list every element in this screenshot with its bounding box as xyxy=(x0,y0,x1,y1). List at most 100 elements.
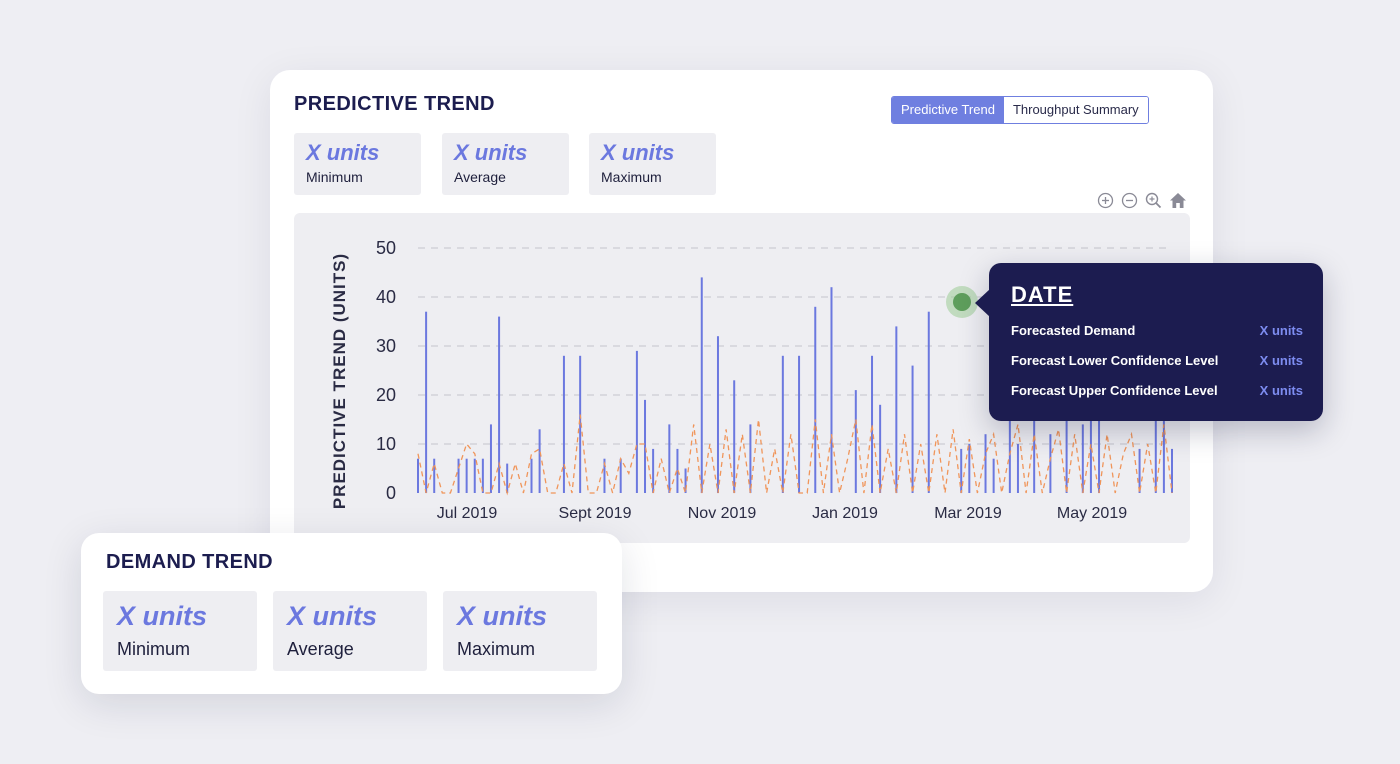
demand-stat-maximum: X units Maximum xyxy=(443,591,597,671)
chart-bar xyxy=(425,311,428,493)
stat-label: Average xyxy=(287,639,354,659)
chart-bar xyxy=(1065,414,1068,493)
stat-value: X units xyxy=(454,140,528,165)
chart-bar xyxy=(733,380,736,493)
chart-bar xyxy=(457,458,460,493)
tooltip-row-value: X units xyxy=(1259,383,1303,398)
chart-bar xyxy=(635,350,638,493)
hover-point-core xyxy=(953,293,971,311)
chart-bar xyxy=(562,355,565,493)
chart-bar xyxy=(489,424,492,493)
chart-bar xyxy=(911,365,914,493)
tab-predictive-trend[interactable]: Predictive Trend xyxy=(892,97,1004,123)
tooltip-row-value: X units xyxy=(1259,353,1303,368)
stat-label: Average xyxy=(454,169,506,185)
x-tick-label: Sept 2019 xyxy=(559,505,632,522)
chart-bar xyxy=(716,336,719,493)
chart-bar xyxy=(1049,434,1052,493)
chart-toolbar xyxy=(1096,191,1187,210)
y-tick-label: 20 xyxy=(376,385,396,405)
chart-bar xyxy=(652,448,655,493)
chart-bar xyxy=(498,316,501,493)
y-tick-label: 30 xyxy=(376,336,396,356)
chart-bar xyxy=(465,458,468,493)
demand-stat-average: X units Average xyxy=(273,591,427,671)
hover-point-marker[interactable] xyxy=(946,286,978,318)
tooltip-row-lower-confidence: Forecast Lower Confidence Level X units xyxy=(1011,353,1303,368)
chart-bar xyxy=(676,448,679,493)
tooltip-row-upper-confidence: Forecast Upper Confidence Level X units xyxy=(1011,383,1303,398)
chart-bar xyxy=(700,277,703,493)
y-tick-label: 0 xyxy=(386,483,396,503)
x-tick-label: Jan 2019 xyxy=(812,505,878,522)
chart-bar xyxy=(781,355,784,493)
chart-bar xyxy=(619,458,622,493)
x-axis-ticks: Jul 2019 Sept 2019 Nov 2019 Jan 2019 Mar 201… xyxy=(437,505,1127,522)
chart-bar xyxy=(798,355,801,493)
chart-bar xyxy=(1171,448,1173,493)
zoom-in-icon[interactable] xyxy=(1096,191,1115,210)
chart-bar xyxy=(473,458,476,493)
chart-bar xyxy=(1098,395,1101,493)
tooltip-row-label: Forecasted Demand xyxy=(1011,323,1136,338)
tooltip-row-label: Forecast Upper Confidence Level xyxy=(1011,383,1218,398)
chart-bar xyxy=(1081,424,1084,493)
stat-average: X units Average xyxy=(442,133,569,195)
chart-bar xyxy=(579,355,582,493)
tooltip-date: DATE xyxy=(1011,282,1074,307)
bar-series xyxy=(417,277,1173,493)
chart-bar xyxy=(879,404,882,493)
chart-bar xyxy=(895,326,898,493)
chart-bar xyxy=(1008,395,1011,493)
y-axis-ticks: 0 10 20 30 40 50 xyxy=(376,238,396,503)
chart-bar xyxy=(968,444,971,493)
y-axis-label: PREDICTIVE TREND (UNITS) xyxy=(330,253,349,509)
stat-value: X units xyxy=(457,601,548,631)
tooltip-arrow xyxy=(975,289,990,317)
chart-bar xyxy=(984,434,987,493)
forecast-line xyxy=(417,414,1173,496)
demand-trend-card: DEMAND TREND X units Minimum X units Ave… xyxy=(81,533,622,694)
tooltip-row-forecasted-demand: Forecasted Demand X units xyxy=(1011,323,1303,338)
chart-bar xyxy=(1016,444,1019,493)
chart-bar xyxy=(668,424,671,493)
stat-label: Minimum xyxy=(117,639,191,659)
demand-trend-title: DEMAND TREND xyxy=(106,551,274,573)
chart-canvas: 0 10 20 30 40 50 Jul 2019 Sept 2019 Nov 2019 Jan… xyxy=(330,238,1173,522)
predictive-trend-title: PREDICTIVE TREND xyxy=(294,93,495,115)
chart-bar xyxy=(1089,404,1092,493)
x-tick-label: Nov 2019 xyxy=(688,505,757,522)
chart-bar xyxy=(644,399,647,493)
chart-bar xyxy=(830,287,833,493)
chart-bar xyxy=(992,458,995,493)
tooltip-row-label: Forecast Lower Confidence Level xyxy=(1011,353,1219,368)
tab-throughput-summary[interactable]: Throughput Summary xyxy=(1003,97,1148,123)
stat-value: X units xyxy=(117,601,208,631)
x-tick-label: Jul 2019 xyxy=(437,505,498,522)
chart-bar xyxy=(749,424,752,493)
chart-bar xyxy=(481,458,484,493)
stat-minimum: X units Minimum xyxy=(294,133,421,195)
stat-value: X units xyxy=(306,140,380,165)
y-tick-label: 50 xyxy=(376,238,396,258)
chart-bar xyxy=(538,429,541,493)
view-tabs: Predictive Trend Throughput Summary xyxy=(891,96,1149,124)
y-tick-label: 10 xyxy=(376,434,396,454)
chart-bar xyxy=(1033,404,1036,493)
tooltip-row-value: X units xyxy=(1259,323,1303,338)
chart-bar xyxy=(1162,419,1165,493)
home-icon[interactable] xyxy=(1168,191,1187,210)
zoom-out-icon[interactable] xyxy=(1120,191,1139,210)
chart-bar xyxy=(927,311,930,493)
chart-bar xyxy=(530,458,533,493)
magnify-icon[interactable] xyxy=(1144,191,1163,210)
chart-bar xyxy=(433,458,436,493)
chart-bar xyxy=(417,458,419,493)
stat-maximum: X units Maximum xyxy=(589,133,716,195)
stat-label: Minimum xyxy=(306,169,363,185)
chart-bar xyxy=(684,468,687,493)
x-tick-label: May 2019 xyxy=(1057,505,1127,522)
chart-bar xyxy=(1138,448,1141,493)
data-tooltip: DATE Forecasted Demand X units Forecast … xyxy=(975,263,1323,421)
chart-bar xyxy=(506,463,509,493)
